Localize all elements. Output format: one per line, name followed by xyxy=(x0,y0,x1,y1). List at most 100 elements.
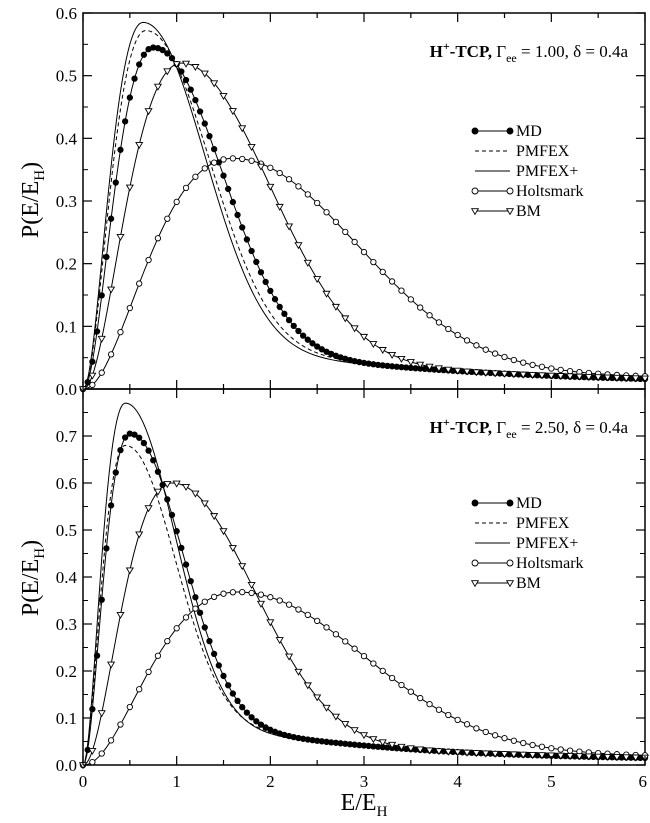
series-point xyxy=(295,183,302,190)
series-point xyxy=(229,155,237,162)
series-point xyxy=(191,490,200,498)
x-tick-label: 4 xyxy=(453,772,462,791)
series-point xyxy=(126,304,133,312)
annotation-bottom: H+-TCP, Γee = 2.50, δ = 0.4a xyxy=(430,415,629,441)
series-point xyxy=(107,286,116,294)
series-point xyxy=(575,753,584,761)
series-point xyxy=(192,97,199,104)
series-point xyxy=(178,544,185,551)
series-point xyxy=(528,372,537,379)
series-point xyxy=(126,703,133,711)
series-point xyxy=(192,594,199,601)
series-point xyxy=(417,694,424,702)
series-point xyxy=(107,351,115,358)
series-point xyxy=(350,325,359,333)
series-point xyxy=(238,125,247,133)
series-point xyxy=(173,198,180,206)
series-point xyxy=(229,690,237,697)
series-point xyxy=(201,165,208,172)
series-point xyxy=(342,228,349,235)
series-point xyxy=(473,342,480,349)
series-point xyxy=(510,356,518,364)
series-point xyxy=(135,141,144,149)
legend-label: Holtsmark xyxy=(516,183,584,200)
series-point xyxy=(88,747,97,755)
series-point xyxy=(612,374,621,382)
series-point xyxy=(140,51,148,58)
series-point xyxy=(388,741,397,749)
series-point xyxy=(144,108,153,116)
series-point xyxy=(229,198,237,206)
y-tick-label: 0.5 xyxy=(56,521,77,540)
series-point xyxy=(416,746,425,754)
series-point xyxy=(406,745,415,753)
legend-label: MD xyxy=(516,495,542,512)
series-point xyxy=(253,718,260,725)
series-point xyxy=(360,248,368,256)
series-point xyxy=(537,372,547,380)
series-point xyxy=(491,370,500,378)
series-point xyxy=(370,258,377,266)
series-point xyxy=(112,179,119,186)
series-point xyxy=(294,668,303,676)
series-point xyxy=(473,725,480,732)
series-point xyxy=(407,688,414,695)
series-point xyxy=(196,609,204,616)
legend-label: PMFEX+ xyxy=(516,535,578,552)
series-point xyxy=(303,259,312,267)
series-point xyxy=(164,637,171,645)
series-point xyxy=(145,668,152,676)
series-point xyxy=(341,721,350,729)
series-point xyxy=(500,370,509,378)
series-point xyxy=(154,235,162,242)
series-point xyxy=(491,350,499,357)
series-point xyxy=(584,753,593,761)
series-point xyxy=(314,343,321,350)
series-point xyxy=(191,64,200,71)
series-point xyxy=(116,234,125,241)
series-point xyxy=(206,638,213,645)
series-point xyxy=(257,721,265,728)
series-point xyxy=(529,741,536,749)
series-point xyxy=(210,145,218,153)
series-point xyxy=(131,431,138,438)
series-point xyxy=(622,754,631,762)
series-point xyxy=(331,303,340,311)
legend-label: Holtsmark xyxy=(516,555,584,572)
x-tick-label: 6 xyxy=(639,772,648,791)
series-point xyxy=(566,747,574,754)
series-point xyxy=(314,617,321,625)
series-point xyxy=(192,605,199,612)
series-point xyxy=(299,332,307,339)
series-point xyxy=(323,624,330,631)
y-tick-label: 0.2 xyxy=(56,662,77,681)
series-point xyxy=(107,737,115,744)
series-point xyxy=(267,594,274,601)
y-tick-label: 0.6 xyxy=(56,4,77,23)
series-point xyxy=(206,133,213,140)
series-point xyxy=(378,347,387,354)
series-point xyxy=(228,108,237,116)
series-point xyxy=(434,365,444,373)
series-point xyxy=(164,50,171,57)
series-point xyxy=(275,637,284,645)
series-point xyxy=(351,645,358,652)
series-point xyxy=(281,310,288,317)
legend-label: MD xyxy=(516,123,542,140)
series-point xyxy=(98,369,105,376)
series-point xyxy=(426,312,433,319)
series-point xyxy=(93,652,101,659)
series-point xyxy=(463,721,471,728)
x-axis-label: E/EH xyxy=(341,790,388,820)
series-point xyxy=(332,631,340,638)
series-point xyxy=(603,753,612,761)
series-point xyxy=(491,750,500,758)
series-point xyxy=(276,303,283,310)
series-point xyxy=(238,563,247,571)
series-point xyxy=(107,661,116,669)
series-point xyxy=(173,625,180,632)
series-point xyxy=(309,340,316,347)
legend-marker xyxy=(470,580,480,588)
series-point xyxy=(500,751,509,759)
series-point xyxy=(122,118,129,125)
